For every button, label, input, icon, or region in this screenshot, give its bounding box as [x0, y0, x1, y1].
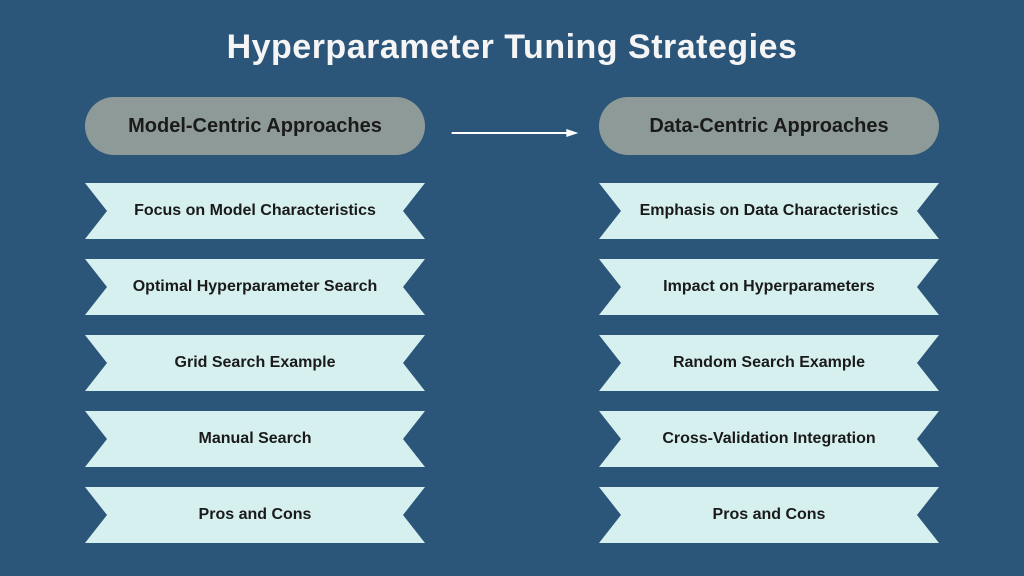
list-item: Impact on Hyperparameters	[599, 259, 939, 315]
page-title: Hyperparameter Tuning Strategies	[0, 0, 1024, 67]
list-item: Optimal Hyperparameter Search	[85, 259, 425, 315]
banner-label: Focus on Model Characteristics	[134, 201, 376, 221]
banner-label: Random Search Example	[673, 353, 865, 373]
banner-label: Grid Search Example	[175, 353, 336, 373]
arrow-icon	[420, 129, 610, 137]
left-column: Model-Centric Approaches Focus on Model …	[85, 97, 425, 563]
left-header-pill: Model-Centric Approaches	[85, 97, 425, 155]
columns-wrap: Model-Centric Approaches Focus on Model …	[0, 67, 1024, 563]
banner-label: Pros and Cons	[713, 505, 826, 525]
list-item: Pros and Cons	[599, 487, 939, 543]
right-column: Data-Centric Approaches Emphasis on Data…	[599, 97, 939, 563]
list-item: Pros and Cons	[85, 487, 425, 543]
banner-label: Cross-Validation Integration	[662, 429, 875, 449]
banner-label: Impact on Hyperparameters	[663, 277, 875, 297]
list-item: Cross-Validation Integration	[599, 411, 939, 467]
list-item: Manual Search	[85, 411, 425, 467]
banner-label: Pros and Cons	[199, 505, 312, 525]
list-item: Random Search Example	[599, 335, 939, 391]
list-item: Focus on Model Characteristics	[85, 183, 425, 239]
banner-label: Manual Search	[199, 429, 312, 449]
banner-label: Optimal Hyperparameter Search	[133, 277, 378, 297]
list-item: Grid Search Example	[85, 335, 425, 391]
list-item: Emphasis on Data Characteristics	[599, 183, 939, 239]
right-header-pill: Data-Centric Approaches	[599, 97, 939, 155]
banner-label: Emphasis on Data Characteristics	[640, 201, 899, 221]
